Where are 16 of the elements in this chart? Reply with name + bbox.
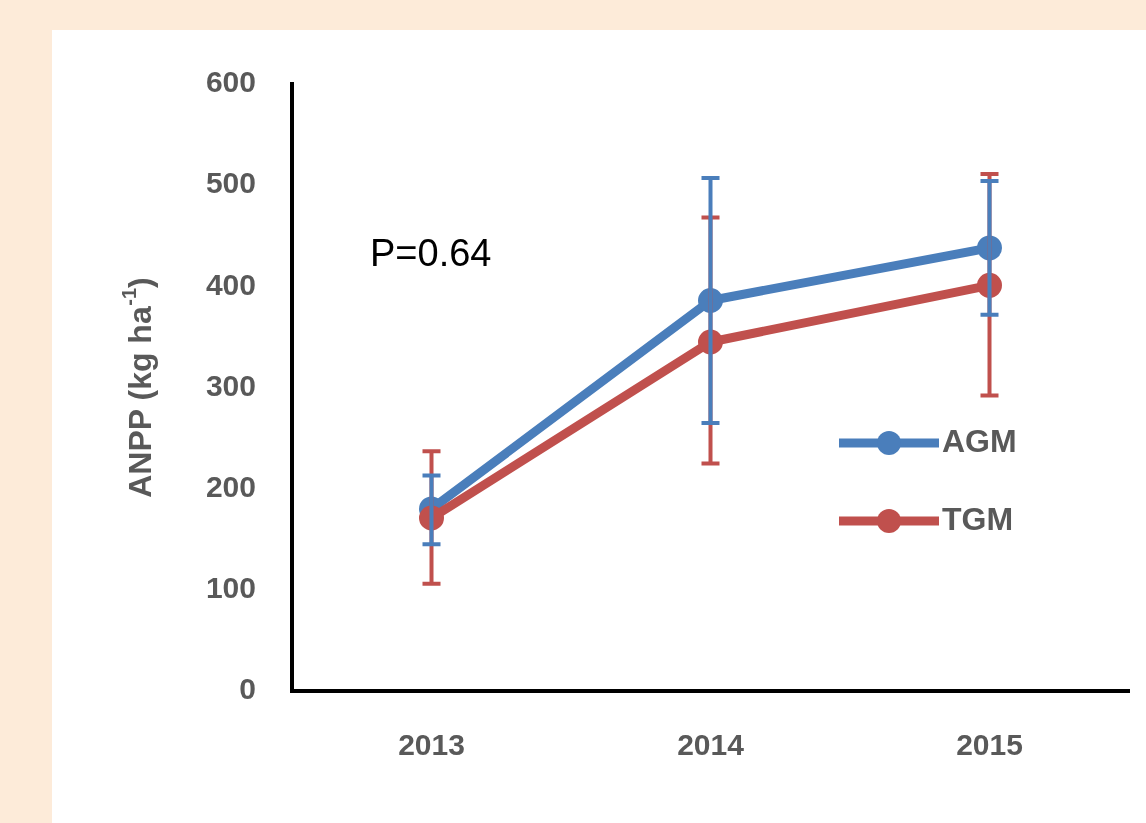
y-tick-label: 0 [239,672,256,706]
y-tick-label: 200 [205,469,256,503]
y-tick-label: 100 [205,571,256,605]
x-tick-label: 2013 [398,728,465,762]
y-tick-label: 400 [205,267,256,301]
annotation: P=0.64 [370,232,492,275]
legend-label: TGM [942,500,1014,537]
y-axis-title: ANPP (kg ha-1) [117,277,158,498]
y-tick-label: 600 [205,65,256,99]
point [698,288,723,313]
point [977,235,1002,261]
x-tick-label: 2014 [677,728,745,762]
x-tick-label: 2015 [956,728,1023,762]
y-tick-label: 500 [205,166,256,200]
legend-label: AGM [942,422,1017,459]
y-tick-label: 300 [205,368,256,402]
